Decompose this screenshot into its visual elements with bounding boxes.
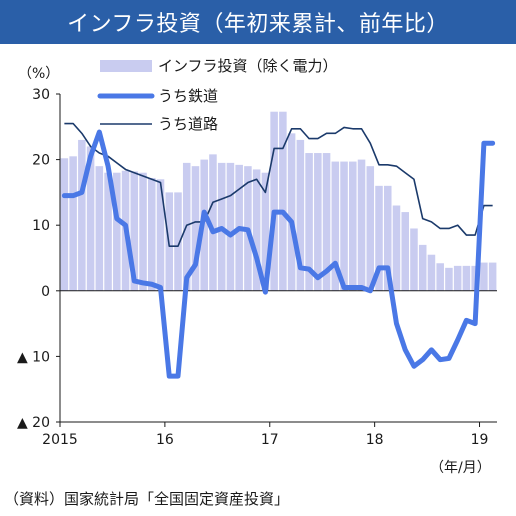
bar — [279, 111, 287, 291]
bar — [453, 265, 462, 291]
y-axis-unit-label: （%） — [18, 66, 59, 82]
bar — [436, 263, 444, 291]
bar — [113, 172, 121, 291]
bar — [462, 265, 471, 291]
y-tick-label: 30 — [32, 87, 50, 103]
bar — [130, 171, 139, 291]
legend-label-infrastructure: インフラ投資（除く電力） — [158, 57, 338, 75]
x-tick-label: 19 — [471, 432, 489, 448]
bar-series-infrastructure — [60, 111, 497, 291]
bar — [226, 162, 235, 291]
bar — [270, 111, 278, 291]
bar — [383, 185, 392, 291]
bar — [488, 262, 497, 291]
bar — [60, 158, 69, 291]
bar — [331, 161, 340, 291]
bar — [104, 172, 112, 291]
bar — [296, 139, 305, 291]
chart-title: インフラ投資（年初来累計、前年比） — [67, 12, 449, 37]
bar — [209, 154, 217, 291]
x-tick-label: 16 — [156, 432, 174, 448]
bar — [357, 159, 366, 291]
bar — [261, 172, 270, 291]
source-note: （資料）国家統計局「全国固定資産投資」 — [4, 490, 290, 508]
bar — [305, 153, 313, 291]
y-tick-label: 10 — [32, 218, 50, 234]
line-railway — [61, 129, 496, 379]
bar — [139, 172, 147, 291]
bar — [349, 161, 357, 291]
line-road — [64, 122, 493, 247]
line-series — [61, 122, 496, 379]
bar — [418, 244, 427, 291]
bar — [148, 177, 156, 291]
bar — [375, 185, 383, 291]
bar — [191, 166, 200, 291]
bar — [156, 179, 165, 291]
bar — [427, 254, 436, 291]
y-tick-label: ▲ 20 — [17, 415, 50, 431]
legend-label-railway: うち鉄道 — [158, 87, 218, 105]
title-bar: インフラ投資（年初来累計、前年比） — [0, 0, 516, 44]
bar — [340, 161, 348, 291]
bar — [69, 156, 77, 291]
bar — [322, 153, 331, 291]
bar — [95, 166, 104, 291]
y-tick-label: ▲ 10 — [17, 349, 50, 365]
y-tick-label: 20 — [32, 153, 50, 169]
legend-swatch-bars — [100, 60, 152, 72]
bar — [410, 228, 418, 291]
bar — [392, 205, 401, 291]
x-tick-label: 17 — [261, 432, 279, 448]
y-tick-label: 0 — [41, 284, 50, 300]
x-tick-label: 2015 — [42, 432, 78, 448]
bar — [287, 133, 296, 291]
x-tick-label: 18 — [366, 432, 384, 448]
bar — [78, 139, 86, 291]
bar — [314, 153, 322, 291]
bar — [174, 192, 182, 291]
bar — [86, 146, 95, 291]
bar — [401, 212, 409, 291]
bar — [252, 169, 261, 291]
x-axis-unit-label: （年/月） — [430, 460, 491, 476]
bar — [480, 262, 488, 291]
bar — [366, 166, 375, 291]
bar — [445, 267, 453, 291]
legend-label-road: うち道路 — [158, 115, 218, 133]
axes — [56, 93, 497, 427]
